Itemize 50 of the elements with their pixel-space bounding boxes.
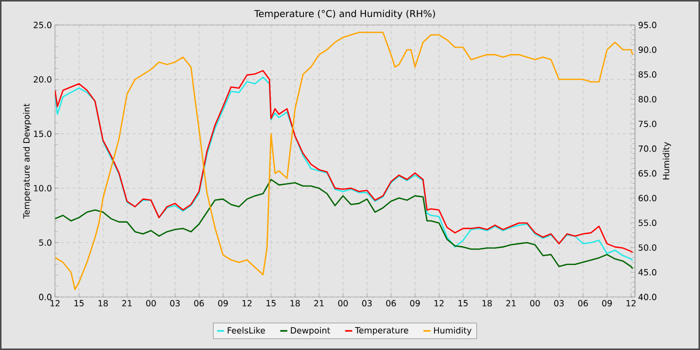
x-tick-label: 21 (122, 300, 132, 306)
y2-axis-title: Humidity (662, 142, 671, 180)
y-axis-title: Temperature and Dewpoint (23, 104, 32, 219)
x-tick-label: 21 (506, 300, 516, 306)
x-tick-label: 12 (50, 300, 60, 306)
y-tick-label: 20.0 (34, 76, 52, 83)
y2-tick-label: 65.0 (638, 170, 656, 177)
x-tick-label: 00 (530, 300, 540, 306)
y2-tick-label: 40.0 (638, 294, 656, 300)
x-tick-label: 06 (194, 300, 204, 306)
x-tick-label: 15 (266, 300, 276, 306)
x-tick-label: 18 (290, 300, 300, 306)
y-tick-label: 5.0 (39, 239, 52, 246)
x-tick-label: 15 (74, 300, 84, 306)
x-tick-label: 06 (578, 300, 588, 306)
chart-title: Temperature (°C) and Humidity (RH%) (254, 10, 435, 19)
x-tick-label: 15 (458, 300, 468, 306)
x-tick-label: 09 (410, 300, 420, 306)
legend-label: Humidity (434, 327, 472, 336)
y-tick-label: 10.0 (34, 185, 52, 192)
legend-label: FeelsLike (228, 327, 265, 334)
y2-tick-label: 60.0 (638, 194, 656, 202)
y2-tick-label: 80.0 (638, 96, 656, 102)
y2-tick-label: 55.0 (638, 220, 656, 226)
x-tick-label: 09 (602, 300, 612, 306)
x-tick-label: 12 (434, 300, 444, 306)
x-tick-label: 00 (338, 300, 348, 306)
legend-label: Dewpoint (290, 327, 330, 336)
y2-tick-label: 75.0 (638, 120, 656, 128)
y2-tick-label: 70.0 (638, 145, 656, 152)
x-tick-label: 03 (170, 300, 180, 306)
x-tick-label: 18 (98, 300, 108, 306)
x-tick-label: 09 (218, 300, 228, 306)
x-tick-label: 06 (386, 300, 396, 306)
x-tick-label: 12 (242, 300, 252, 306)
y-tick-label: 0.0 (39, 294, 52, 300)
y-tick-label: 25.0 (34, 22, 52, 28)
x-tick-label: 12 (626, 300, 636, 306)
x-tick-label: 00 (146, 300, 156, 306)
y2-tick-label: 45.0 (638, 269, 656, 276)
y2-tick-label: 90.0 (638, 46, 656, 53)
x-tick-label: 03 (554, 300, 564, 306)
y2-tick-label: 85.0 (638, 71, 656, 78)
y2-tick-label: 95.0 (638, 22, 656, 28)
x-tick-label: 18 (482, 300, 492, 306)
x-tick-label: 21 (314, 300, 324, 306)
legend-label: Temperature (354, 327, 408, 336)
y2-tick-label: 50.0 (638, 244, 656, 251)
y-tick-label: 15.0 (34, 130, 52, 138)
x-tick-label: 03 (362, 300, 372, 306)
